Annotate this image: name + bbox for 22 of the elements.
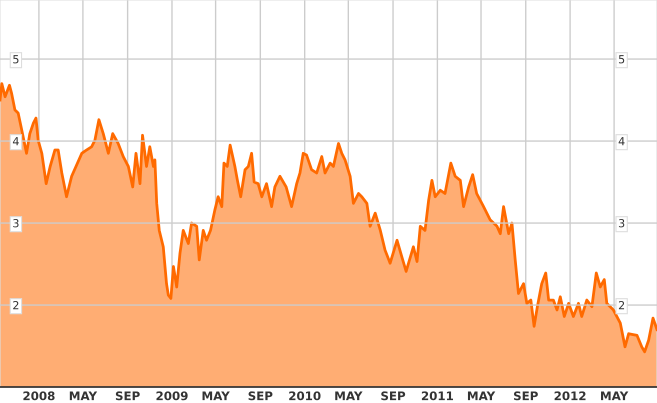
x-tick-label: MAY [601,392,628,400]
x-tick-label: 2011 [422,391,454,400]
x-tick-label: MAY [70,392,98,400]
x-tick-label: SEP [116,391,140,400]
y2-tick-label: 5 [618,55,624,64]
y-tick-label: 5 [13,55,18,64]
y-tick-label: 3 [13,218,19,228]
y-tick-label: 2 [13,300,18,310]
y2-tick-label: 2 [618,300,624,310]
x-tick-label: SEP [381,391,406,400]
x-tick-label: 2008 [23,391,55,400]
x-tick-label: SEP [514,391,538,400]
x-tick-label: 2009 [156,391,188,400]
y2-tick-label: 3 [618,218,624,228]
x-tick-label: 2012 [554,391,586,400]
y-tick-label: 4 [12,137,19,146]
x-tick-label: SEP [248,391,272,400]
x-tick-label: MAY [202,392,230,400]
x-tick-label: MAY [468,392,496,400]
x-tick-label: 2010 [289,391,321,400]
y2-tick-label: 4 [618,137,625,146]
x-tick-label: MAY [335,392,363,400]
